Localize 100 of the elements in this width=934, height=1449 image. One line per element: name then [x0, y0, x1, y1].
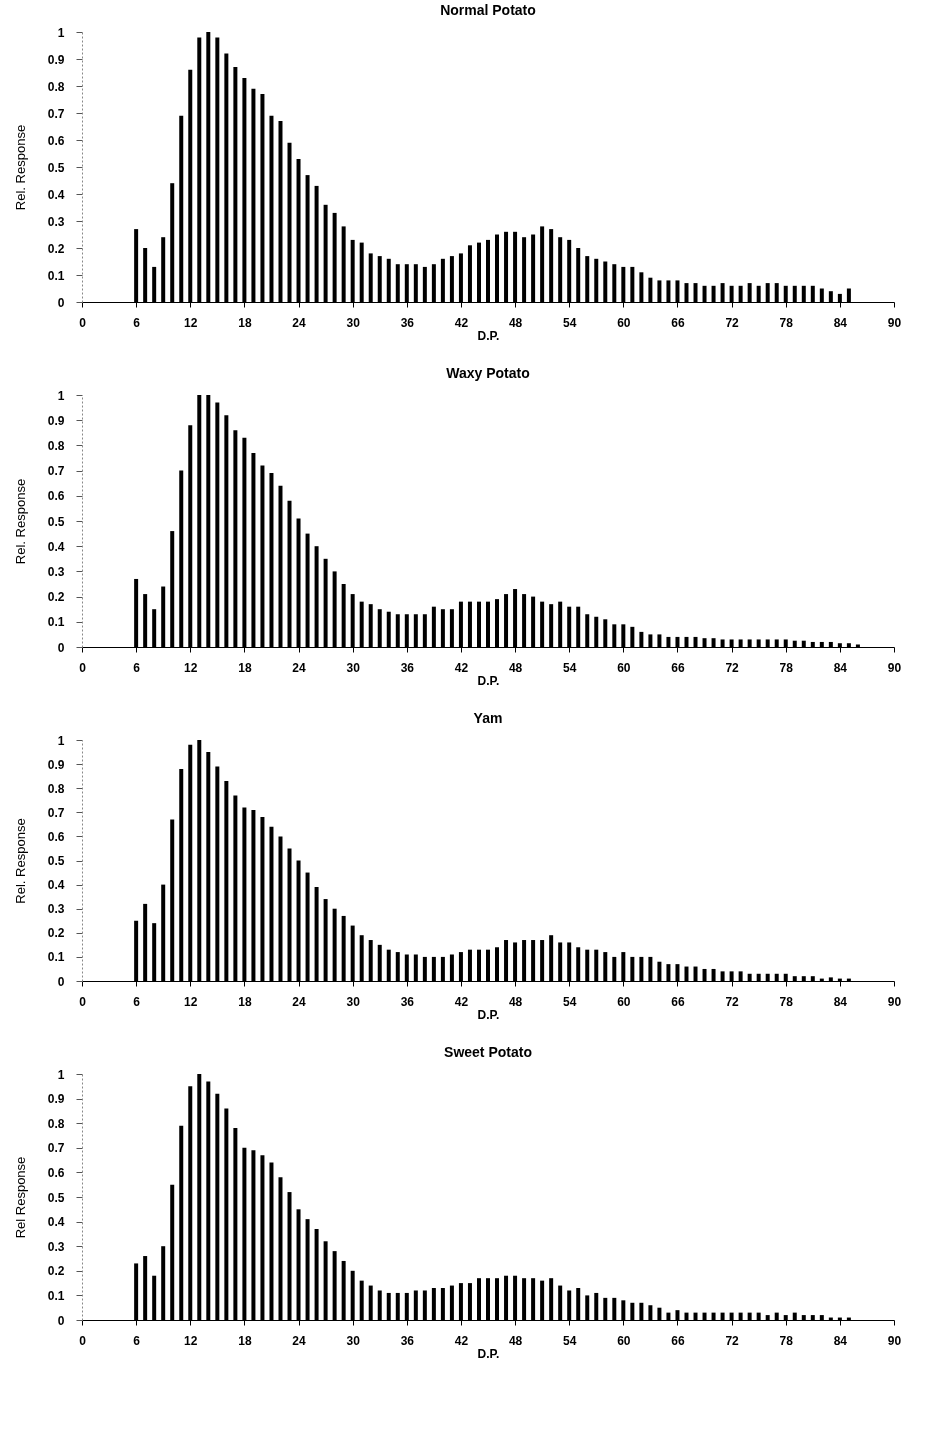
x-tick-label: 42	[454, 660, 469, 675]
x-tick-label: 60	[617, 994, 631, 1009]
y-tick-label: 0.4	[47, 1215, 65, 1230]
x-tick-label: 18	[238, 994, 252, 1009]
x-tick-label: 30	[346, 994, 361, 1009]
y-tick-label: 0.7	[47, 805, 65, 820]
x-tick-label: 24	[292, 660, 307, 675]
x-tick-label: 84	[833, 315, 848, 330]
y-tick-label: 0.7	[47, 464, 65, 479]
y-tick-label: 0.5	[47, 160, 65, 175]
y-tick-label: 0.2	[47, 1264, 65, 1279]
x-tick-label: 36	[400, 660, 415, 675]
x-tick-label: 6	[133, 994, 141, 1009]
x-tick-label: 18	[238, 660, 252, 675]
x-tick-label: 30	[346, 660, 361, 675]
x-tick-label: 6	[133, 660, 141, 675]
x-tick-label: 78	[779, 315, 794, 330]
y-tick-label: 0.2	[47, 590, 65, 605]
y-tick-label: 0.8	[47, 79, 65, 94]
x-tick-label: 36	[400, 994, 415, 1009]
y-tick-label: 0.6	[47, 133, 65, 148]
y-tick-label: 0.5	[47, 1190, 65, 1205]
y-tick-label: 0.2	[47, 241, 65, 256]
x-tick-label: 54	[563, 660, 577, 675]
x-tick-label: 42	[454, 1333, 469, 1348]
y-tick-label: 0.5	[47, 514, 65, 529]
y-tick-label: 0	[57, 1313, 65, 1328]
x-tick-label: 18	[238, 1333, 252, 1348]
x-tick-label: 78	[779, 1333, 794, 1348]
y-tick-label: 0.4	[47, 187, 65, 202]
x-tick-label: 18	[238, 315, 252, 330]
y-tick-label: 1	[57, 733, 65, 748]
y-tick-label: 0.5	[47, 854, 65, 868]
y-tick-label: 0.7	[47, 106, 65, 121]
x-tick-label: 54	[563, 994, 577, 1009]
x-tick-label: 42	[454, 994, 469, 1009]
y-axis-title: Rel. Response	[12, 818, 28, 904]
x-tick-label: 90	[887, 994, 902, 1009]
y-tick-label: 0.9	[47, 757, 65, 772]
y-tick-label: 0.6	[47, 829, 65, 844]
x-tick-label: 48	[508, 660, 523, 675]
y-tick-label: 1	[57, 1067, 65, 1082]
x-tick-label: 90	[887, 315, 902, 330]
x-tick-label: 66	[671, 315, 685, 330]
x-tick-label: 24	[292, 315, 307, 330]
x-tick-label: 72	[725, 994, 740, 1009]
x-tick-label: 24	[292, 994, 307, 1009]
y-tick-label: 0.3	[47, 1239, 65, 1254]
y-tick-label: 0.3	[47, 902, 65, 917]
y-tick-label: 0.8	[47, 438, 65, 453]
x-tick-label: 30	[346, 315, 361, 330]
x-tick-label: 36	[400, 1333, 415, 1348]
x-tick-label: 90	[887, 660, 902, 675]
x-tick-label: 48	[508, 315, 523, 330]
x-tick-label: 90	[887, 1333, 902, 1348]
x-tick-label: 66	[671, 660, 685, 675]
chart-title: Normal Potato	[440, 2, 536, 18]
y-tick-label: 0	[57, 295, 65, 310]
y-axis-title: Rel Response	[12, 1156, 28, 1239]
y-tick-label: 1	[57, 388, 65, 403]
x-tick-label: 72	[725, 315, 740, 330]
x-tick-label: 42	[454, 315, 469, 330]
chart-title: Waxy Potato	[446, 365, 530, 381]
x-tick-label: 24	[292, 1333, 307, 1348]
x-tick-label: 12	[184, 994, 198, 1009]
x-tick-label: 0	[79, 315, 87, 330]
y-axis-title: Rel. Response	[12, 478, 28, 565]
x-tick-label: 0	[79, 660, 87, 675]
y-tick-label: 0.9	[47, 1092, 65, 1107]
y-tick-label: 0.1	[47, 1288, 65, 1303]
y-tick-label: 0.1	[47, 950, 65, 965]
y-tick-label: 0.3	[47, 214, 65, 229]
x-tick-label: 0	[79, 1333, 87, 1348]
x-tick-label: 60	[617, 1333, 631, 1348]
x-tick-label: 12	[184, 315, 198, 330]
x-tick-label: 12	[184, 1333, 198, 1348]
x-tick-label: 54	[563, 1333, 577, 1348]
x-tick-label: 6	[133, 1333, 141, 1348]
x-axis-title: D.P.	[477, 1346, 500, 1361]
y-tick-label: 0	[57, 640, 65, 655]
x-tick-label: 66	[671, 994, 685, 1009]
x-tick-label: 84	[833, 660, 848, 675]
y-tick-label: 0.9	[47, 52, 65, 67]
y-axis-title: Rel. Response	[12, 124, 28, 211]
x-tick-label: 66	[671, 1333, 685, 1348]
y-tick-label: 0.1	[47, 268, 65, 283]
y-tick-label: 1	[57, 25, 65, 40]
y-tick-label: 0.4	[47, 878, 65, 893]
y-tick-label: 0.4	[47, 539, 65, 554]
x-tick-label: 0	[79, 994, 87, 1009]
x-tick-label: 48	[508, 994, 523, 1009]
y-tick-label: 0.1	[47, 615, 65, 630]
x-tick-label: 30	[346, 1333, 361, 1348]
x-tick-label: 12	[184, 660, 198, 675]
y-tick-label: 0.7	[47, 1141, 65, 1156]
x-axis-title: D.P.	[477, 673, 500, 688]
y-tick-label: 0.3	[47, 564, 65, 579]
y-tick-label: 0.6	[47, 1165, 65, 1180]
y-tick-label: 0.6	[47, 489, 65, 504]
x-tick-label: 78	[779, 994, 794, 1009]
